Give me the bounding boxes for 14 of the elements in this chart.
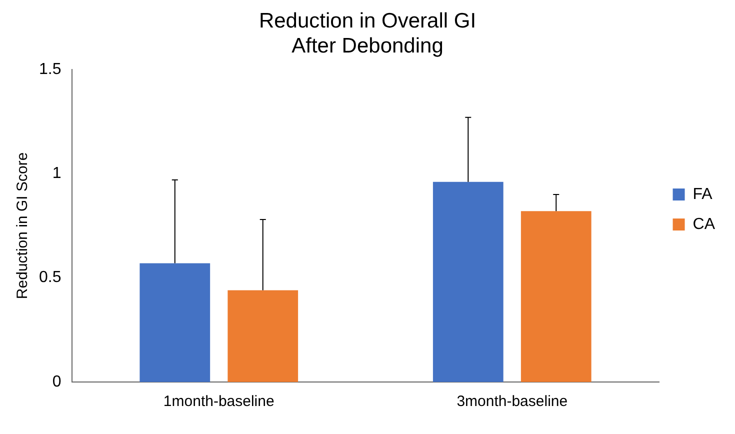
bar: [520, 211, 592, 382]
chart-title: Reduction in Overall GI After Debonding: [258, 9, 476, 58]
legend-label: FA: [692, 186, 713, 203]
y-tick-label: 0.5: [38, 269, 62, 286]
legend-label: CA: [692, 216, 716, 233]
y-tick-label: 1: [52, 165, 62, 182]
x-tick-label: 1month-baseline: [163, 393, 274, 410]
bar: [140, 263, 210, 382]
y-tick-label: 0: [52, 373, 62, 390]
x-tick-label: 3month-baseline: [456, 393, 568, 410]
y-tick-label: 1.5: [38, 60, 62, 78]
y-axis-title: Reduction in GI Score: [14, 152, 32, 300]
bar: [228, 290, 298, 382]
bar: [432, 182, 504, 382]
